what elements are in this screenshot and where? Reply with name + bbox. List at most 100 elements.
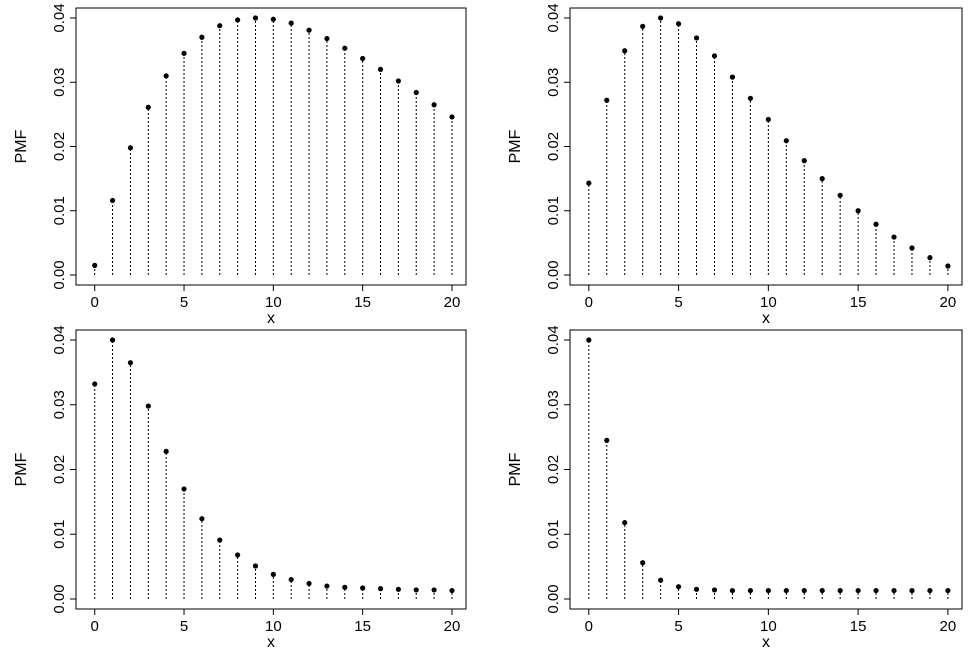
y-tick-label: 0.04 <box>545 325 562 354</box>
pmf-point <box>927 587 933 594</box>
pmf-point <box>765 116 771 123</box>
pmf-point <box>395 78 401 84</box>
pmf-point <box>783 587 789 594</box>
y-axis-label: PMF <box>507 129 524 163</box>
y-axis-label: PMF <box>13 129 30 163</box>
pmf-point <box>413 89 419 96</box>
pmf-point <box>837 587 843 594</box>
pmf-point <box>92 262 98 268</box>
pmf-point <box>711 53 718 59</box>
pmf-point <box>395 586 401 592</box>
pmf-point <box>586 180 592 186</box>
x-tick-label: 20 <box>940 618 957 635</box>
pmf-point <box>127 360 134 366</box>
x-tick-label: 15 <box>354 618 371 635</box>
plot-frame <box>75 329 467 610</box>
y-tick-label: 0.02 <box>51 132 68 161</box>
pmf-point <box>92 381 98 387</box>
pmf-point <box>675 584 682 590</box>
pmf-point <box>360 55 366 62</box>
pmf-point <box>640 23 646 29</box>
pmf-point <box>658 15 664 21</box>
y-tick-label: 0.03 <box>51 390 68 419</box>
pmf-point <box>693 586 700 592</box>
pmf-point <box>377 66 384 72</box>
pmf-point <box>449 114 455 120</box>
pmf-point <box>306 580 312 587</box>
pmf-point <box>181 486 187 492</box>
pmf-panel-1: 0.00 0.01 0.02 0.03 0.04 PMF 0 5 10 15 20 x <box>13 3 467 327</box>
pmf-point <box>801 158 807 164</box>
pmf-point <box>604 97 610 103</box>
pmf-point <box>622 519 628 526</box>
pmf-point <box>873 587 879 594</box>
pmf-point <box>622 48 628 54</box>
x-tick-label: 15 <box>850 294 867 311</box>
pmf-point <box>891 587 897 594</box>
pmf-point <box>586 337 592 343</box>
x-tick-label: 20 <box>444 294 461 311</box>
pmf-point <box>145 403 151 409</box>
pmf-point <box>342 584 348 590</box>
x-tick-label: 5 <box>674 618 682 635</box>
y-tick-label: 0.00 <box>545 260 562 289</box>
pmf-point <box>145 104 151 110</box>
y-tick-label: 0.02 <box>51 455 68 484</box>
y-tick-label: 0.02 <box>545 455 562 484</box>
pmf-point <box>801 587 807 594</box>
x-axis-label: x <box>267 310 275 327</box>
pmf-point <box>324 35 330 42</box>
y-tick-label: 0.04 <box>51 325 68 354</box>
pmf-point <box>927 255 933 261</box>
x-tick-label: 10 <box>265 618 282 635</box>
x-tick-label: 10 <box>265 294 282 311</box>
pmf-point <box>217 23 223 29</box>
y-tick-label: 0.03 <box>545 68 562 97</box>
y-tick-label: 0.00 <box>545 584 562 613</box>
pmf-point <box>819 587 825 594</box>
y-tick-label: 0.03 <box>51 68 68 97</box>
y-tick-label: 0.00 <box>51 260 68 289</box>
pmf-point <box>377 586 384 592</box>
pmf-point <box>324 583 330 589</box>
y-tick-label: 0.01 <box>51 520 68 549</box>
pmf-point <box>163 448 169 454</box>
y-tick-label: 0.00 <box>51 584 68 613</box>
pmf-point <box>413 587 419 593</box>
pmf-point <box>306 27 312 33</box>
y-tick-label: 0.04 <box>51 3 68 32</box>
y-tick-label: 0.01 <box>545 520 562 549</box>
x-axis-label: x <box>762 634 770 651</box>
pmf-point <box>163 73 169 79</box>
pmf-point <box>909 587 915 594</box>
y-tick-label: 0.04 <box>545 3 562 32</box>
pmf-point <box>783 138 789 144</box>
plot-frame <box>569 7 963 286</box>
y-axis-label: PMF <box>507 452 524 486</box>
pmf-point <box>199 34 205 40</box>
pmf-point <box>640 560 646 566</box>
pmf-point <box>431 587 437 593</box>
y-tick-label: 0.01 <box>545 196 562 225</box>
pmf-panel-4: 0.00 0.01 0.02 0.03 0.04 PMF 0 5 10 15 20 x <box>507 325 963 651</box>
pmf-panel-3: 0.00 0.01 0.02 0.03 0.04 PMF 0 5 10 15 20 x <box>13 325 467 651</box>
x-axis-label: x <box>267 634 275 651</box>
pmf-point <box>288 20 294 26</box>
y-axis-label: PMF <box>13 452 30 486</box>
pmf-point <box>855 587 861 594</box>
pmf-point <box>127 145 134 151</box>
plot-frame <box>569 329 963 610</box>
pmf-point <box>235 552 241 558</box>
pmf-point <box>109 197 116 204</box>
pmf-point <box>747 587 753 594</box>
pmf-point <box>235 17 241 23</box>
pmf-point <box>711 587 718 593</box>
pmf-point <box>342 45 348 51</box>
pmf-point <box>891 234 897 240</box>
pmf-point <box>747 95 753 101</box>
pmf-point <box>431 102 437 108</box>
pmf-point <box>675 21 682 27</box>
pmf-point <box>855 208 861 214</box>
pmf-point <box>658 577 664 583</box>
